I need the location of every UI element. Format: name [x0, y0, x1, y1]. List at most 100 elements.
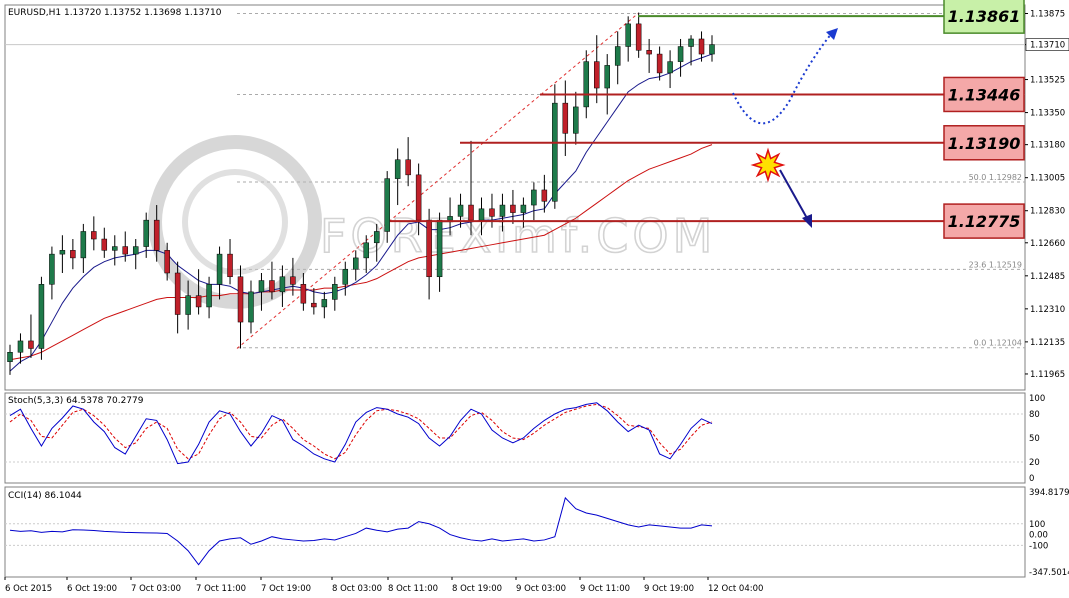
main-panel-frame	[4, 4, 1026, 391]
candle-body	[709, 44, 715, 55]
time-tick-label: 8 Oct 03:00	[332, 584, 382, 594]
candle-body	[353, 257, 359, 270]
level-label-1.13861: 1.13861	[948, 7, 1021, 26]
candle-body	[185, 295, 191, 315]
stoch-tick-label: 80	[1029, 410, 1040, 420]
time-tick-label: 8 Oct 19:00	[452, 584, 502, 594]
candle-body	[38, 284, 45, 349]
candle-body	[656, 53, 663, 74]
stoch-main-line	[9, 402, 713, 465]
candle-body	[468, 204, 474, 221]
price-tick-label: 1.12485	[1030, 272, 1065, 282]
candle-body	[342, 268, 349, 285]
price-tick-label: 1.11965	[1030, 370, 1065, 380]
level-box-1.13446	[943, 76, 1025, 113]
candle-body	[112, 246, 118, 251]
candle-body	[520, 204, 527, 213]
fib-label: 50.0 1.12982	[969, 173, 1022, 182]
candle-body	[174, 272, 181, 315]
time-tick-label: 8 Oct 11:00	[388, 584, 438, 594]
candle-body	[269, 280, 275, 293]
time-tick-label: 7 Oct 11:00	[196, 584, 246, 594]
ma-fast-line	[9, 53, 713, 372]
candle-body	[436, 219, 443, 278]
stoch-tick-label: 50	[1029, 434, 1040, 444]
candle-body	[290, 276, 296, 285]
cci-panel-frame	[4, 486, 1026, 578]
candle-body	[164, 250, 170, 274]
watermark-ring	[182, 169, 288, 275]
candle-body	[573, 106, 579, 134]
candle-body	[478, 208, 485, 221]
candle-body	[541, 189, 548, 202]
ma-slow-line	[9, 144, 713, 361]
candle-body	[489, 208, 495, 217]
candle-body	[237, 276, 244, 323]
candle-body	[510, 204, 516, 213]
candle-body	[311, 302, 317, 308]
candle-body	[394, 159, 401, 179]
cci-line	[9, 496, 713, 566]
candle-body	[363, 242, 369, 259]
price-tick-label: 1.12135	[1030, 338, 1065, 348]
candle-body	[153, 219, 160, 251]
cci-tick-label: 394.8179	[1029, 488, 1069, 498]
price-tick-label: 1.13350	[1030, 109, 1065, 119]
level-box-1.13190	[943, 125, 1025, 161]
price-tick-label: 1.12660	[1030, 239, 1065, 249]
candle-body	[688, 38, 694, 47]
cci-tick-label: 100	[1029, 520, 1045, 530]
time-tick-label: 9 Oct 19:00	[644, 584, 694, 594]
candle-body	[17, 340, 24, 353]
price-tick-label: 1.12830	[1030, 207, 1065, 217]
price-tick-label: 1.13005	[1030, 174, 1065, 184]
time-tick-label: 6 Oct 2015	[5, 584, 52, 594]
candle-body	[49, 253, 55, 285]
candle-body	[405, 159, 411, 176]
candle-body	[70, 250, 76, 259]
candle-body	[300, 284, 307, 304]
time-tick-label: 6 Oct 19:00	[67, 584, 117, 594]
time-tick-label: 7 Oct 19:00	[261, 584, 311, 594]
time-tick-label: 12 Oct 04:00	[708, 584, 763, 594]
candle-body	[91, 231, 97, 240]
candle-body	[635, 23, 642, 51]
stoch-signal-line	[9, 403, 713, 460]
cci-tick-label: 0.00	[1029, 531, 1048, 541]
candle-body	[143, 219, 149, 247]
candle-body	[499, 204, 506, 217]
candle-body	[614, 46, 621, 66]
price-tick-label: 1.13525	[1030, 76, 1065, 86]
candle-body	[206, 284, 212, 308]
level-box-1.13861	[943, 0, 1025, 34]
level-label-1.13446: 1.13446	[948, 85, 1021, 104]
candle-body	[698, 38, 705, 55]
candle-body	[593, 61, 600, 89]
candle-body	[562, 102, 569, 134]
candle-body	[457, 204, 464, 217]
candle-body	[7, 352, 13, 362]
candle-body	[667, 61, 673, 74]
price-tick-label: 1.13875	[1030, 9, 1065, 19]
candle-body	[80, 231, 87, 259]
stoch-tick-label: 0	[1029, 474, 1034, 484]
stoch-panel-frame	[4, 392, 1026, 484]
breakdown-arrowhead	[802, 214, 812, 228]
fib-label: 23.6 1.12519	[969, 260, 1022, 269]
candle-body	[447, 216, 453, 221]
level-label-1.13190: 1.13190	[948, 134, 1021, 153]
stoch-label: Stoch(5,3,3) 64.5378 70.2779	[8, 396, 144, 406]
candle-body	[531, 189, 537, 206]
cci-label: CCI(14) 86.1044	[8, 491, 82, 501]
breakdown-arrow	[779, 169, 809, 221]
price-tick-label: 1.13180	[1030, 141, 1065, 151]
candle-body	[373, 231, 380, 244]
candle-body	[227, 253, 233, 278]
candle-body	[248, 291, 254, 323]
candle-body	[426, 219, 432, 278]
cci-tick-label: -347.5014	[1029, 568, 1069, 578]
candle-body	[332, 284, 338, 300]
candle-body	[415, 174, 422, 221]
